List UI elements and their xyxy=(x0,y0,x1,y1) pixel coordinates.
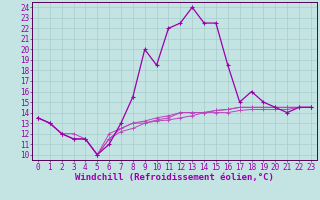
X-axis label: Windchill (Refroidissement éolien,°C): Windchill (Refroidissement éolien,°C) xyxy=(75,173,274,182)
